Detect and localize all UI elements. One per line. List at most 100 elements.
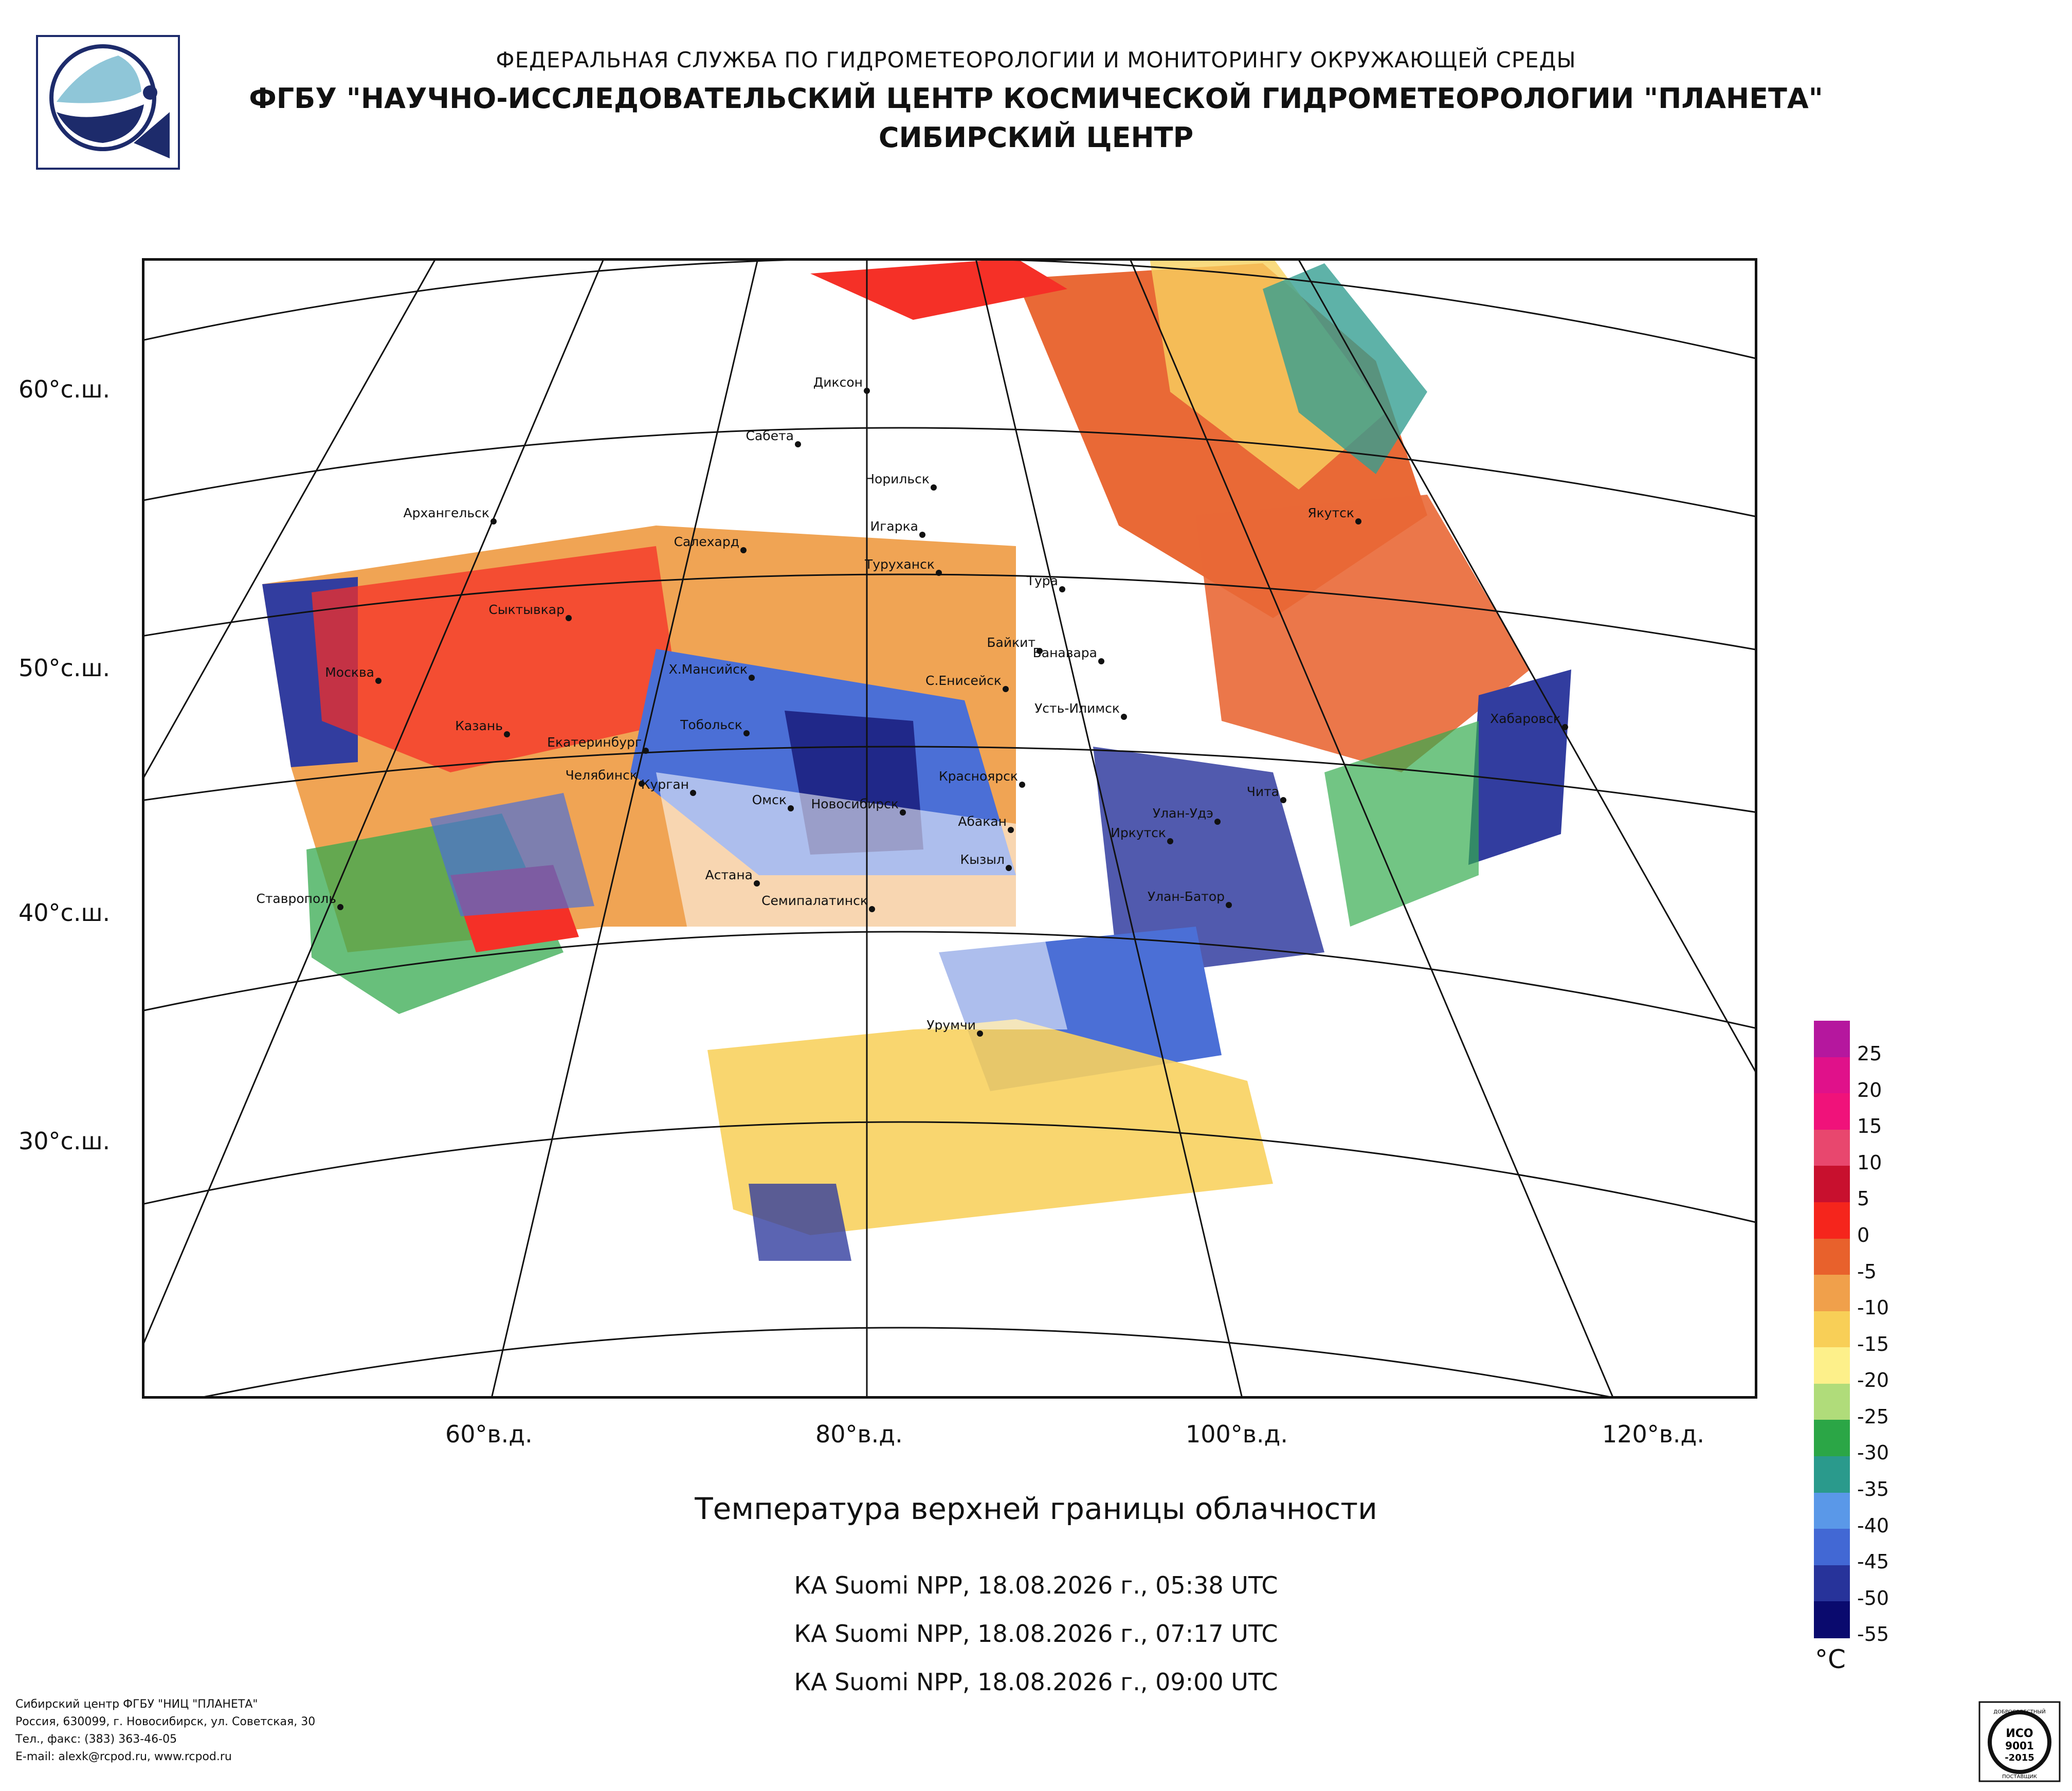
city-label: Семипалатинск: [761, 893, 868, 908]
colorbar-swatch: [1814, 1347, 1850, 1384]
city-label: Ставрополь: [256, 891, 336, 906]
colorbar-swatch: [1814, 1275, 1850, 1312]
footer-email[interactable]: E-mail: alexk@rcpod.ru, www.rcpod.ru: [15, 1750, 232, 1763]
colorbar-tick-label: -30: [1857, 1441, 1889, 1464]
city-dot: [936, 570, 942, 576]
city-label: Диксон: [813, 375, 863, 390]
colorbar-swatch: [1814, 1456, 1850, 1493]
colorbar-swatch: [1814, 1311, 1850, 1348]
city-label: Тура: [1026, 573, 1058, 588]
colorbar-tick-label: 5: [1857, 1187, 1870, 1210]
colorbar-swatch: [1814, 1529, 1850, 1566]
city-dot: [1003, 686, 1009, 692]
pass-2: КА Suomi NPP, 18.08.2026 г., 07:17 UTC: [794, 1620, 1278, 1648]
city-label: Усть-Илимск: [1034, 701, 1120, 716]
city-dot: [869, 906, 875, 912]
city-label: Норильск: [865, 472, 930, 486]
city-label: Абакан: [958, 814, 1007, 829]
lon-label-80: 80°в.д.: [815, 1420, 903, 1448]
city-label: Х.Мансийск: [669, 662, 748, 677]
city-label: Улан-Батор: [1148, 889, 1225, 904]
city-dot: [1280, 797, 1286, 803]
cloud-top-temperature-map: Диксон Сабета Норильск Игарка Туруханск Салех…: [142, 258, 1757, 1399]
colorbar-tick-label: -40: [1857, 1514, 1889, 1537]
colorbar-swatch: [1814, 1601, 1850, 1638]
colorbar-swatch: [1814, 1565, 1850, 1602]
city-dot: [743, 730, 750, 736]
city-label: С.Енисейск: [925, 673, 1002, 688]
city-dot: [1008, 827, 1014, 833]
colorbar-swatch: [1814, 1021, 1850, 1058]
city-label: Москва: [325, 665, 374, 680]
colorbar-tick-label: 20: [1857, 1078, 1882, 1101]
city-markers: Диксон Сабета Норильск Игарка Туруханск Салех…: [256, 375, 1568, 1037]
lat-label-60: 60°с.ш.: [19, 375, 111, 403]
lon-label-100: 100°в.д.: [1186, 1420, 1288, 1448]
city-dot: [977, 1030, 983, 1037]
city-label: Сабета: [746, 428, 794, 443]
pass-3: КА Suomi NPP, 18.08.2026 г., 09:00 UTC: [794, 1668, 1278, 1696]
colorbar-swatch: [1814, 1420, 1850, 1457]
colorbar-swatch: [1814, 1057, 1850, 1094]
lat-label-30: 30°с.ш.: [19, 1127, 111, 1155]
city-dot: [337, 904, 343, 910]
city-label: Тобольск: [680, 717, 742, 732]
city-label: Сыктывкар: [488, 602, 565, 617]
city-dot: [1355, 518, 1361, 524]
svg-text:ДОБРОСОВЕСТНЫЙ: ДОБРОСОВЕСТНЫЙ: [1993, 1708, 2045, 1715]
center-title: СИБИРСКИЙ ЦЕНТР: [878, 121, 1194, 154]
colorbar-tick-label: -25: [1857, 1405, 1889, 1428]
svg-text:ПОСТАВЩИК: ПОСТАВЩИК: [2002, 1774, 2037, 1780]
city-label: Улан-Удэ: [1153, 806, 1213, 821]
city-dot: [1059, 586, 1065, 592]
city-label: Курган: [641, 777, 689, 792]
city-dot: [1037, 648, 1043, 654]
city-dot: [754, 880, 760, 887]
colorbar-tick-label: -50: [1857, 1586, 1889, 1609]
colorbar-swatch: [1814, 1238, 1850, 1276]
legend-unit: °C: [1815, 1644, 1846, 1674]
city-dot: [1121, 714, 1127, 720]
colorbar-swatch: [1814, 1166, 1850, 1203]
city-dot: [740, 547, 747, 553]
city-label: Туруханск: [864, 557, 935, 572]
svg-text:-2015: -2015: [2005, 1752, 2034, 1763]
colorbar-tick-label: -45: [1857, 1550, 1889, 1573]
colorbar-swatch: [1814, 1383, 1850, 1421]
colorbar-tick-label: 25: [1857, 1042, 1882, 1065]
svg-text:9001: 9001: [2005, 1740, 2034, 1752]
colorbar-tick-label: 0: [1857, 1223, 1870, 1246]
colorbar-swatch: [1814, 1129, 1850, 1167]
lon-label-60: 60°в.д.: [445, 1420, 533, 1448]
lat-label-40: 40°с.ш.: [19, 899, 111, 927]
colorbar-swatch: [1814, 1093, 1850, 1130]
temperature-colorbar: [1814, 1021, 1850, 1638]
lat-label-50: 50°с.ш.: [19, 654, 111, 682]
city-label: Урумчи: [926, 1018, 976, 1033]
city-dot: [1019, 782, 1025, 788]
city-label: Чита: [1247, 784, 1279, 799]
city-label: Астана: [705, 867, 753, 882]
city-label: Байкит: [987, 635, 1035, 650]
city-dot: [690, 790, 696, 796]
colorbar-tick-label: -15: [1857, 1332, 1889, 1355]
iso-certification-badge: ДОБРОСОВЕСТНЫЙ ИСО 9001 -2015 ПОСТАВЩИК: [1978, 1701, 2061, 1782]
city-dot: [1167, 838, 1173, 844]
footer-org: Сибирский центр ФГБУ "НИЦ "ПЛАНЕТА": [15, 1698, 258, 1711]
city-dot: [566, 615, 572, 621]
contact-footer: Сибирский центр ФГБУ "НИЦ "ПЛАНЕТА" Росс…: [15, 1696, 315, 1766]
city-dot: [1006, 865, 1012, 871]
city-label: Омск: [752, 792, 787, 807]
map-frame: [142, 258, 1757, 1399]
map-title: Температура верхней границы облачности: [695, 1491, 1377, 1526]
city-label: Казань: [455, 718, 503, 733]
city-label: Новосибирск: [811, 797, 899, 811]
city-dot: [931, 484, 937, 491]
city-dot: [919, 532, 925, 538]
graticule: [142, 258, 1757, 1399]
city-label: Салехард: [674, 534, 739, 549]
city-dot: [795, 441, 801, 447]
city-dot: [643, 748, 649, 754]
colorbar-tick-label: -35: [1857, 1478, 1889, 1501]
city-dot: [1214, 819, 1221, 825]
